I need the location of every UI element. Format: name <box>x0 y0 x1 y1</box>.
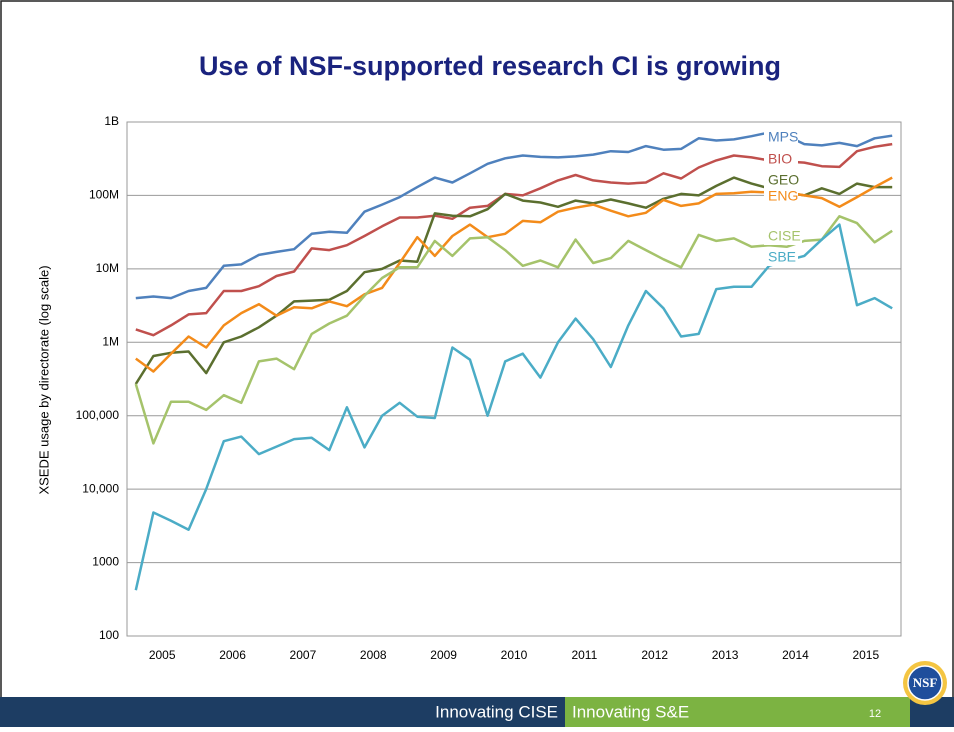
y-tick-label: 100M <box>89 188 119 202</box>
y-tick-label: 10M <box>96 261 119 275</box>
footer-left-text: Innovating CISE <box>435 702 558 721</box>
footer-green-box <box>565 697 910 727</box>
x-tick-label: 2015 <box>852 648 879 662</box>
x-tick-label: 2011 <box>571 648 597 662</box>
x-tick-label: 2012 <box>641 648 668 662</box>
legend-label: SBE <box>768 249 796 265</box>
x-tick-label: 2006 <box>219 648 246 662</box>
legend-label-background <box>764 173 798 189</box>
legend-label-background <box>764 189 798 205</box>
legend-label: MPS <box>768 129 798 145</box>
y-tick-label: 100,000 <box>76 408 120 422</box>
y-tick-label: 1M <box>102 334 119 348</box>
footer-right-text: Innovating S&E <box>572 702 689 721</box>
x-tick-label: 2009 <box>430 648 457 662</box>
legend-label-background <box>764 250 798 266</box>
legend-label-background <box>764 152 798 168</box>
legend-label-background <box>764 130 798 146</box>
y-tick-label: 100 <box>99 628 119 642</box>
chart: 100 1000 10,000 100,000 1M 10M 100M 1B 2005 2006 2… <box>76 114 901 662</box>
series-line <box>134 215 893 445</box>
legend-label: CISE <box>768 228 801 244</box>
legend-label: BIO <box>768 151 792 167</box>
x-tick-label: 2014 <box>782 648 809 662</box>
y-tick-label: 10,000 <box>82 481 119 495</box>
logo-text: NSF <box>913 675 938 690</box>
slide-title: Use of NSF-supported research CI is grow… <box>199 51 781 81</box>
y-tick-label: 1000 <box>92 555 119 569</box>
legend-label: GEO <box>768 172 799 188</box>
x-tick-label: 2005 <box>149 648 176 662</box>
x-tick-label: 2007 <box>290 648 317 662</box>
y-axis-label: XSEDE usage by directorate (log scale) <box>36 265 51 494</box>
y-tick-label: 1B <box>104 114 119 128</box>
page-number: 12 <box>869 708 881 720</box>
x-tick-label: 2010 <box>501 648 528 662</box>
legend-label: ENG <box>768 188 798 204</box>
series-line <box>134 223 893 591</box>
x-tick-label: 2008 <box>360 648 387 662</box>
logo-globe <box>907 665 943 701</box>
x-tick-label: 2013 <box>712 648 739 662</box>
legend-label-background <box>764 229 802 245</box>
